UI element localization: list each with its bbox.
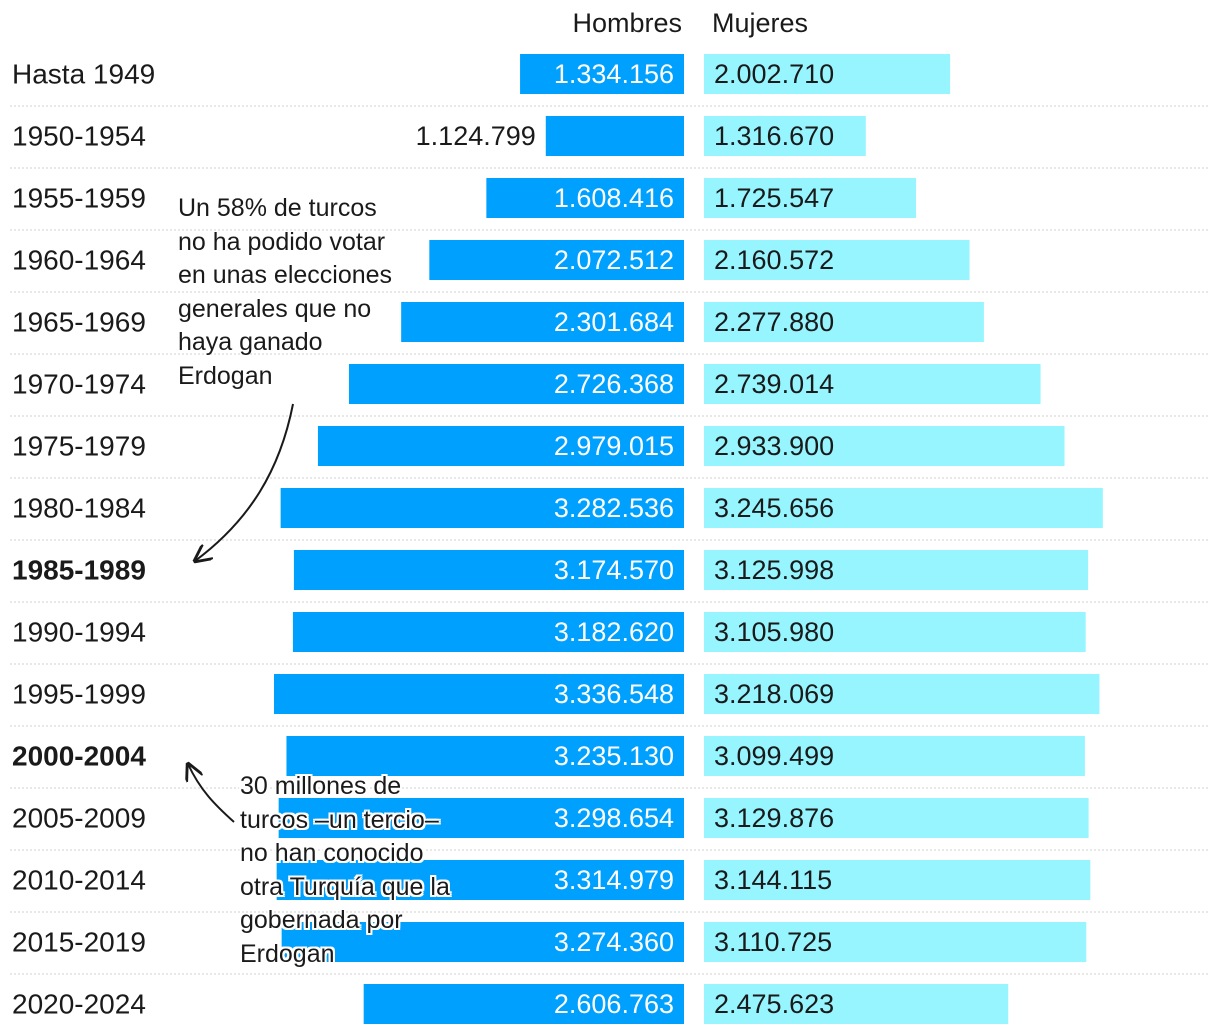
label-women-2000-2004: 3.099.499 bbox=[714, 741, 834, 771]
annotation-erdogan-elections: Un 58% de turcos no ha podido votar en u… bbox=[178, 194, 393, 390]
bar-women-Hasta 1949 bbox=[704, 54, 951, 94]
label-men-1970-1974: 2.726.368 bbox=[554, 369, 674, 399]
label-women-1985-1989: 3.125.998 bbox=[714, 555, 834, 585]
category-label-2010-2014: 2010-2014 bbox=[12, 865, 146, 896]
value-labels: 1.334.156 2.002.710 1.124.799 1.316.670 1.60… bbox=[416, 59, 834, 1019]
bar-women-1955-1959 bbox=[704, 178, 917, 218]
women-header: Mujeres bbox=[712, 8, 809, 38]
label-men-1990-1994: 3.182.620 bbox=[554, 617, 674, 647]
label-men-1995-1999: 3.336.548 bbox=[554, 679, 674, 709]
label-women-2005-2009: 3.129.876 bbox=[714, 803, 834, 833]
bar-women-1970-1974 bbox=[704, 364, 1041, 404]
label-women-2010-2014: 3.144.115 bbox=[714, 865, 832, 895]
bar-women-2005-2009 bbox=[704, 798, 1089, 838]
category-label-1985-1989: 1985-1989 bbox=[12, 555, 146, 586]
label-women-1980-1984: 3.245.656 bbox=[714, 493, 834, 523]
label-men-1955-1959: 1.608.416 bbox=[554, 183, 674, 213]
bar-men-Hasta 1949 bbox=[520, 54, 684, 94]
category-label-1955-1959: 1955-1959 bbox=[12, 183, 146, 214]
bar-men-1965-1969 bbox=[401, 302, 684, 342]
label-women-1970-1974: 2.739.014 bbox=[714, 369, 834, 399]
category-label-2020-2024: 2020-2024 bbox=[12, 989, 146, 1020]
label-women-2015-2019: 3.110.725 bbox=[714, 927, 832, 957]
label-men-2000-2004: 3.235.130 bbox=[554, 741, 674, 771]
label-men-1965-1969: 2.301.684 bbox=[554, 307, 674, 337]
bar-women-2010-2014 bbox=[704, 860, 1091, 900]
label-men-1985-1989: 3.174.570 bbox=[554, 555, 674, 585]
bar-men-2020-2024 bbox=[363, 984, 684, 1024]
men-header: Hombres bbox=[572, 8, 682, 38]
label-men-1950-1954: 1.124.799 bbox=[416, 121, 536, 151]
category-label-1960-1964: 1960-1964 bbox=[12, 245, 146, 276]
bar-men-1960-1964 bbox=[429, 240, 684, 280]
bar-men-2015-2019 bbox=[281, 922, 684, 962]
bar-women-2000-2004 bbox=[704, 736, 1085, 776]
bar-women-1980-1984 bbox=[704, 488, 1103, 528]
bar-women-2015-2019 bbox=[704, 922, 1087, 962]
category-label-1975-1979: 1975-1979 bbox=[12, 431, 146, 462]
label-women-1950-1954: 1.316.670 bbox=[714, 121, 834, 151]
bar-men-2000-2004 bbox=[286, 736, 684, 776]
label-men-Hasta 1949: 1.334.156 bbox=[554, 59, 674, 89]
label-women-1960-1964: 2.160.572 bbox=[714, 245, 834, 275]
bar-women-1975-1979 bbox=[704, 426, 1065, 466]
bar-women-1950-1954 bbox=[704, 116, 866, 156]
bar-women-1965-1969 bbox=[704, 302, 984, 342]
category-label-2005-2009: 2005-2009 bbox=[12, 803, 146, 834]
bar-men-1980-1984 bbox=[280, 488, 684, 528]
category-label-1970-1974: 1970-1974 bbox=[12, 369, 146, 400]
bar-women-1990-1994 bbox=[704, 612, 1086, 652]
bar-women-1960-1964 bbox=[704, 240, 970, 280]
bar-men-1975-1979 bbox=[317, 426, 684, 466]
label-women-1965-1969: 2.277.880 bbox=[714, 307, 834, 337]
category-label-1995-1999: 1995-1999 bbox=[12, 679, 146, 710]
bar-men-1995-1999 bbox=[274, 674, 684, 714]
category-label-2015-2019: 2015-2019 bbox=[12, 927, 146, 958]
annotation-arrows bbox=[188, 403, 294, 823]
bar-men-1985-1989 bbox=[293, 550, 684, 590]
bar-women-2020-2024 bbox=[704, 984, 1009, 1024]
annotation-arrow-1 bbox=[195, 403, 294, 561]
category-label-1950-1954: 1950-1954 bbox=[12, 121, 146, 152]
label-women-2020-2024: 2.475.623 bbox=[714, 989, 834, 1019]
bar-men-1950-1954 bbox=[545, 116, 684, 156]
label-men-1960-1964: 2.072.512 bbox=[554, 245, 674, 275]
label-women-1955-1959: 1.725.547 bbox=[714, 183, 834, 213]
bar-men-2005-2009 bbox=[278, 798, 684, 838]
bar-men-2010-2014 bbox=[276, 860, 684, 900]
category-labels: Hasta 1949 1950-1954 1955-1959 1960-1964 196… bbox=[12, 59, 155, 1020]
label-men-2005-2009: 3.298.654 bbox=[554, 803, 674, 833]
label-men-2015-2019: 3.274.360 bbox=[554, 927, 674, 957]
bar-men-1970-1974 bbox=[348, 364, 684, 404]
annotation-erdogan-generation: 30 millones de turcos –un tercio– no han… bbox=[240, 772, 450, 968]
label-women-1995-1999: 3.218.069 bbox=[714, 679, 834, 709]
bar-women-1985-1989 bbox=[704, 550, 1089, 590]
category-label-1980-1984: 1980-1984 bbox=[12, 493, 146, 524]
category-label-1965-1969: 1965-1969 bbox=[12, 307, 146, 338]
annotation-arrow-2 bbox=[188, 764, 235, 823]
label-men-2020-2024: 2.606.763 bbox=[554, 989, 674, 1019]
label-men-2010-2014: 3.314.979 bbox=[554, 865, 674, 895]
label-men-1980-1984: 3.282.536 bbox=[554, 493, 674, 523]
bars bbox=[274, 54, 1103, 1024]
category-label-2000-2004: 2000-2004 bbox=[12, 741, 146, 772]
label-women-1975-1979: 2.933.900 bbox=[714, 431, 834, 461]
category-label-1990-1994: 1990-1994 bbox=[12, 617, 146, 648]
label-women-Hasta 1949: 2.002.710 bbox=[714, 59, 834, 89]
bar-men-1955-1959 bbox=[486, 178, 684, 218]
bar-women-1995-1999 bbox=[704, 674, 1100, 714]
label-men-1975-1979: 2.979.015 bbox=[554, 431, 674, 461]
category-label-Hasta 1949: Hasta 1949 bbox=[12, 59, 155, 90]
bar-men-1990-1994 bbox=[292, 612, 684, 652]
label-women-1990-1994: 3.105.980 bbox=[714, 617, 834, 647]
